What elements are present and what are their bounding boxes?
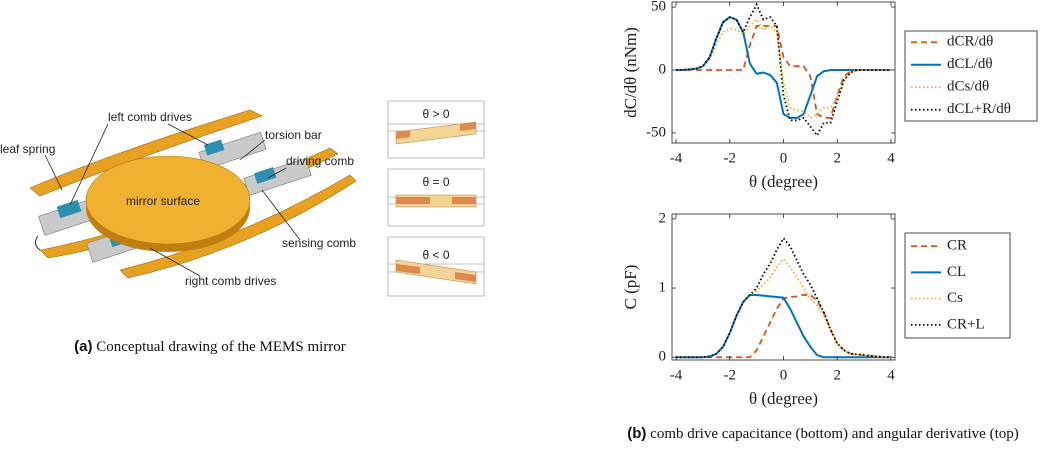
legend-box: [904, 232, 1011, 339]
x-axis-label: θ (degree): [749, 172, 818, 191]
inset-label: θ = 0: [422, 175, 449, 189]
y-tick-label: 0: [659, 61, 667, 77]
x-axis-label: θ (degree): [749, 389, 818, 408]
charts: -4 -2 0 2 4 -50 0 50 θ (degree) dC/dθ (nNm) dCR/dθ…: [621, 0, 1038, 408]
legend-label: CL: [947, 264, 966, 280]
x-tick-label: -4: [670, 367, 683, 383]
label: mirror surface: [126, 194, 200, 208]
label: torsion bar: [265, 128, 322, 142]
inset-label: θ > 0: [422, 107, 449, 121]
y-tick-label: 1: [659, 279, 667, 295]
caption-tag: (b): [627, 425, 647, 442]
y-axis-label: dC/dθ (nNm): [621, 27, 640, 118]
legend-label: dCL/dθ: [947, 56, 993, 72]
legend: CR CL Cs CR+L: [904, 232, 1011, 339]
caption-a: (a) Conceptual drawing of the MEMS mirro…: [60, 338, 360, 356]
chart: -4 -2 0 2 4 -50 0 50 θ (degree) dC/dθ (nNm) dCR/dθ…: [621, 0, 1038, 191]
chart: -4 -2 0 2 4 0 1 2 θ (degree) C (pF) CR CL Cs CR+L: [621, 210, 1011, 408]
y-tick-label: 2: [659, 210, 667, 226]
x-tick-label: 4: [887, 367, 895, 383]
legend-label: Cs: [947, 290, 963, 306]
drawing-labels: leaf spring left comb drives torsion bar…: [0, 107, 450, 288]
legend-box: [904, 30, 1038, 122]
legend-label: dCR/dθ: [947, 34, 993, 50]
label: sensing comb: [282, 236, 356, 250]
label: left comb drives: [108, 110, 192, 124]
x-tick-label: 4: [887, 150, 895, 166]
label: driving comb: [286, 154, 354, 168]
y-tick-label: 50: [651, 0, 666, 14]
caption-tag: (a): [74, 338, 93, 355]
plot-area: [672, 2, 895, 143]
caption-text: Conceptual drawing of the MEMS mirror: [96, 339, 346, 355]
y-axis-label: C (pF): [621, 265, 640, 310]
x-tick-label: -2: [724, 367, 737, 383]
x-tick-label: 0: [780, 150, 788, 166]
x-tick-label: -2: [724, 150, 737, 166]
x-tick-label: 2: [833, 367, 841, 383]
series-line: [676, 2, 891, 138]
caption-text: comb drive capacitance (bottom) and angu…: [650, 426, 1019, 442]
legend-label: dCs/dθ: [947, 79, 989, 95]
legend-label: dCL+R/dθ: [947, 101, 1011, 117]
y-tick-label: -50: [646, 124, 666, 140]
inset-label: θ < 0: [422, 248, 449, 262]
label: right comb drives: [185, 274, 276, 288]
y-tick-label: 0: [659, 349, 667, 365]
x-tick-label: -4: [670, 150, 683, 166]
caption-b: (b) comb drive capacitance (bottom) and …: [605, 425, 1041, 443]
series-line: [676, 236, 891, 359]
x-tick-label: 2: [833, 150, 841, 166]
legend-label: CR+L: [947, 316, 985, 332]
legend-label: CR: [947, 238, 967, 254]
insets: [387, 100, 485, 297]
mems-drawing: [29, 109, 357, 279]
label: leaf spring: [0, 142, 55, 156]
plot-area: [672, 214, 895, 360]
legend: dCR/dθ dCL/dθ dCs/dθ dCL+R/dθ: [904, 30, 1038, 122]
x-tick-label: 0: [780, 367, 788, 383]
